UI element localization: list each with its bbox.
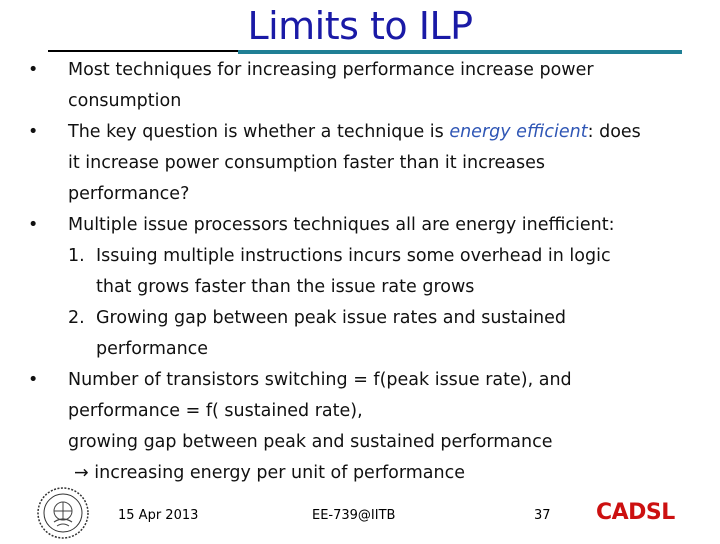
bullet-1: • Most techniques for increasing perform…	[20, 55, 710, 86]
slide-title: Limits to ILP	[247, 4, 473, 48]
bullet-2-cont-2: performance?	[20, 179, 710, 210]
bullet-2-text: The key question is whether a technique …	[68, 117, 641, 148]
numbered-item-1-text: Issuing multiple instructions incurs som…	[96, 246, 611, 266]
bullet-4-text-cont-1: performance = f( sustained rate),	[68, 401, 363, 421]
bullet-4-arrow-line: → increasing energy per unit of performa…	[74, 458, 465, 489]
institute-logo-icon	[36, 486, 90, 540]
numbered-item-1-text-cont: that grows faster than the issue rate gr…	[96, 277, 475, 297]
slide-body: • Most techniques for increasing perform…	[20, 55, 710, 489]
right-arrow-icon: →	[74, 463, 89, 483]
footer-course: EE-739@IITB	[312, 508, 396, 523]
bullet-4: • Number of transistors switching = f(pe…	[20, 365, 710, 396]
bullet-1-text-cont: consumption	[68, 91, 182, 111]
bullet-marker: •	[28, 122, 39, 142]
brand-logo: CADSL	[596, 500, 675, 525]
bullet-4-cont-1: performance = f( sustained rate),	[20, 396, 710, 427]
bullet-2-text-pre: The key question is whether a technique …	[68, 122, 450, 142]
footer-date: 15 Apr 2013	[118, 508, 199, 523]
numbered-item-2-text: Growing gap between peak issue rates and…	[96, 308, 567, 328]
bullet-3: • Multiple issue processors techniques a…	[20, 210, 710, 241]
bullet-1-cont: consumption	[20, 86, 710, 117]
bullet-3-text: Multiple issue processors techniques all…	[68, 215, 615, 235]
bullet-2-cont-1: it increase power consumption faster tha…	[20, 148, 710, 179]
bullet-2-text-cont-2: performance?	[68, 184, 190, 204]
numbered-item-1-number: 1.	[68, 246, 85, 266]
bullet-4-text: Number of transistors switching = f(peak…	[68, 370, 572, 390]
bullet-1-text: Most techniques for increasing performan…	[68, 60, 594, 80]
page-number: 37	[534, 508, 551, 523]
numbered-item-2-cont: performance	[20, 334, 710, 365]
numbered-item-1-cont: that grows faster than the issue rate gr…	[20, 272, 710, 303]
bullet-2: • The key question is whether a techniqu…	[20, 117, 710, 148]
numbered-item-2: 2. Growing gap between peak issue rates …	[20, 303, 710, 334]
numbered-item-2-text-cont: performance	[96, 339, 209, 359]
bullet-2-text-cont-1: it increase power consumption faster tha…	[68, 153, 546, 173]
bullet-4-cont-3: → increasing energy per unit of performa…	[20, 458, 710, 489]
title-underline-left	[48, 50, 238, 52]
emphasis-energy-efficient: energy efficient	[449, 122, 588, 142]
numbered-item-2-number: 2.	[68, 308, 85, 328]
slide-footer: 15 Apr 2013 EE-739@IITB 37 CADSL	[0, 486, 720, 540]
bullet-4-text-cont-3: increasing energy per unit of performanc…	[94, 463, 466, 483]
bullet-2-text-post: : does	[587, 122, 641, 142]
title-underline-right	[238, 50, 682, 54]
bullet-marker: •	[28, 60, 39, 80]
bullet-marker: •	[28, 370, 39, 390]
bullet-4-text-cont-2: growing gap between peak and sustained p…	[68, 432, 553, 452]
numbered-item-1: 1. Issuing multiple instructions incurs …	[20, 241, 710, 272]
bullet-4-cont-2: growing gap between peak and sustained p…	[20, 427, 710, 458]
bullet-marker: •	[28, 215, 39, 235]
